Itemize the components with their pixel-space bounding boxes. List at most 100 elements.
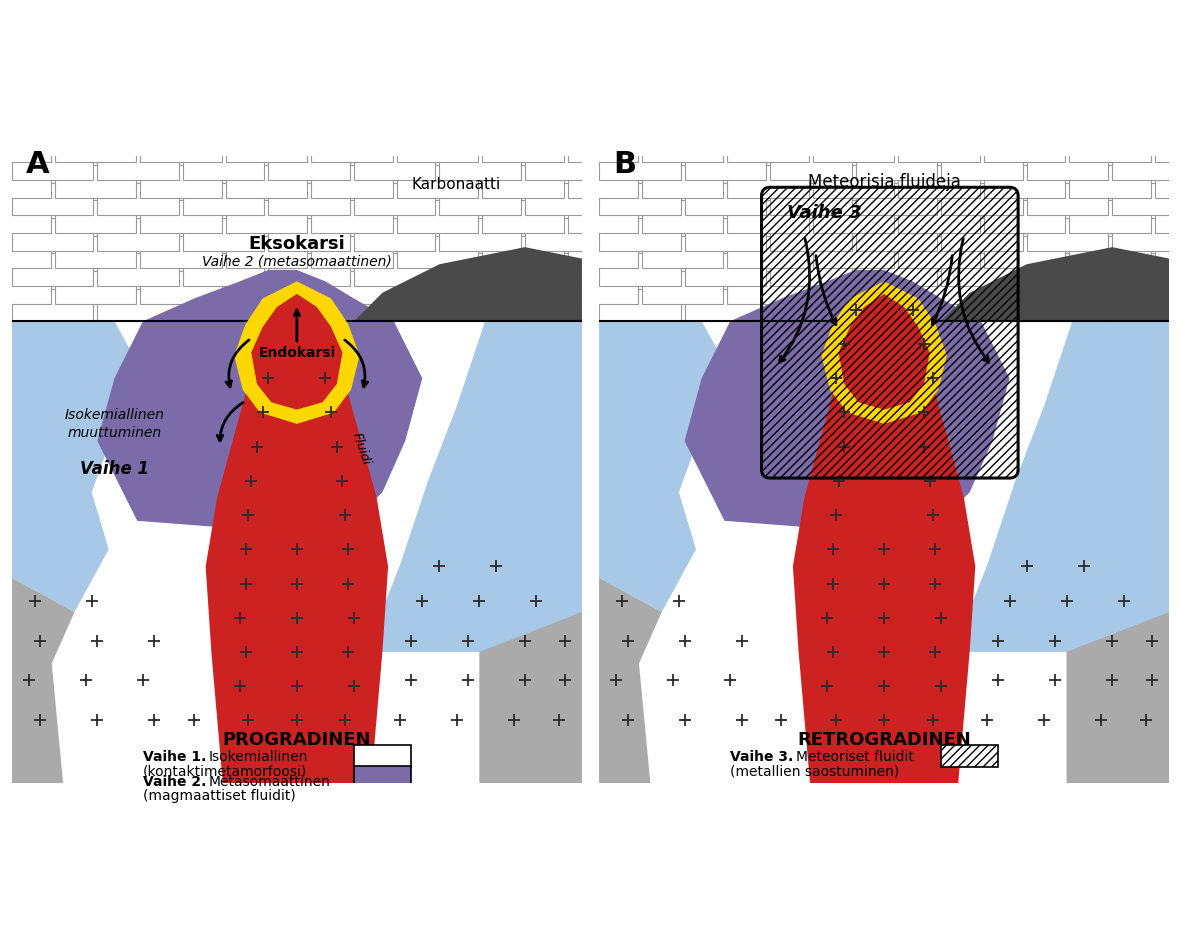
Bar [12,147,93,180]
Text: A: A [26,150,50,179]
Polygon shape [354,247,582,321]
Bar [727,271,809,303]
Bar [770,183,852,215]
Bar [268,147,350,180]
Bar [524,254,607,285]
Bar [984,130,1065,162]
Bar [1070,236,1151,269]
Bar [770,254,852,285]
Bar [899,165,980,197]
Text: Vaihe 3: Vaihe 3 [788,204,862,222]
Bar [599,147,680,180]
Bar [1155,165,1181,197]
Bar [397,236,478,269]
Text: B: B [613,150,637,179]
Polygon shape [205,287,389,783]
Bar [727,200,809,233]
Bar [641,165,723,197]
Bar [183,218,265,251]
Polygon shape [685,269,1010,538]
Bar [482,236,563,269]
Bar [54,236,136,269]
Bar [97,254,178,285]
Bar [1113,254,1181,285]
Bar [641,130,723,162]
Bar [311,165,392,197]
Text: Isokemiallinen
muuttuminen: Isokemiallinen muuttuminen [65,408,164,439]
Bar [556,130,638,162]
Bar [183,183,265,215]
Bar [1155,200,1181,233]
Polygon shape [599,321,730,612]
Bar [226,236,307,269]
Bar [12,254,93,285]
Bar [97,289,178,321]
Bar [482,271,563,303]
Bar [599,218,680,251]
Bar [1155,236,1181,269]
Bar [556,200,638,233]
Bar [141,200,222,233]
Bar [984,236,1065,269]
Bar [1026,183,1108,215]
Polygon shape [599,577,661,783]
Bar [855,218,938,251]
Bar [556,236,638,269]
Polygon shape [12,321,143,612]
Bar [226,165,307,197]
Bar [1026,289,1108,321]
Bar [54,200,136,233]
Text: Vaihe 3.: Vaihe 3. [730,750,794,764]
Polygon shape [12,577,74,783]
Bar [556,271,638,303]
Bar [226,130,307,162]
Bar [482,165,563,197]
Bar [439,147,521,180]
Bar [899,271,980,303]
Bar [268,254,350,285]
Bar [641,236,723,269]
Text: Vaihe 1: Vaihe 1 [80,460,149,479]
Bar [984,165,1065,197]
Bar [97,147,178,180]
Polygon shape [953,321,1169,652]
Bar [685,289,766,321]
Bar [899,236,980,269]
Text: Karbonaatti: Karbonaatti [412,177,501,192]
Bar [770,289,852,321]
Bar [226,200,307,233]
Bar [685,254,766,285]
Bar [439,218,521,251]
Bar [268,218,350,251]
Bar [685,147,766,180]
Bar [482,200,563,233]
Bar [141,271,222,303]
Polygon shape [479,612,582,783]
Polygon shape [252,294,342,409]
Bar [311,130,392,162]
Bar [1026,218,1108,251]
Bar [599,254,680,285]
Bar [984,200,1065,233]
Text: (metallien saostuminen): (metallien saostuminen) [730,764,900,778]
Bar [397,130,478,162]
Bar [727,130,809,162]
Bar [1026,254,1108,285]
Text: Endokarsi: Endokarsi [259,346,335,360]
Polygon shape [941,247,1169,321]
Bar [183,147,265,180]
Bar [1070,165,1151,197]
Bar [1113,147,1181,180]
Polygon shape [792,287,976,783]
Bar [354,746,411,767]
Bar [354,183,436,215]
Text: (magmaattiset fluidit): (magmaattiset fluidit) [143,789,295,803]
Bar [941,218,1023,251]
Bar [556,165,638,197]
Text: RETROGRADINEN: RETROGRADINEN [797,731,971,749]
Bar [1070,130,1151,162]
Bar [727,165,809,197]
Bar [226,271,307,303]
Bar [0,271,51,303]
Bar [54,165,136,197]
